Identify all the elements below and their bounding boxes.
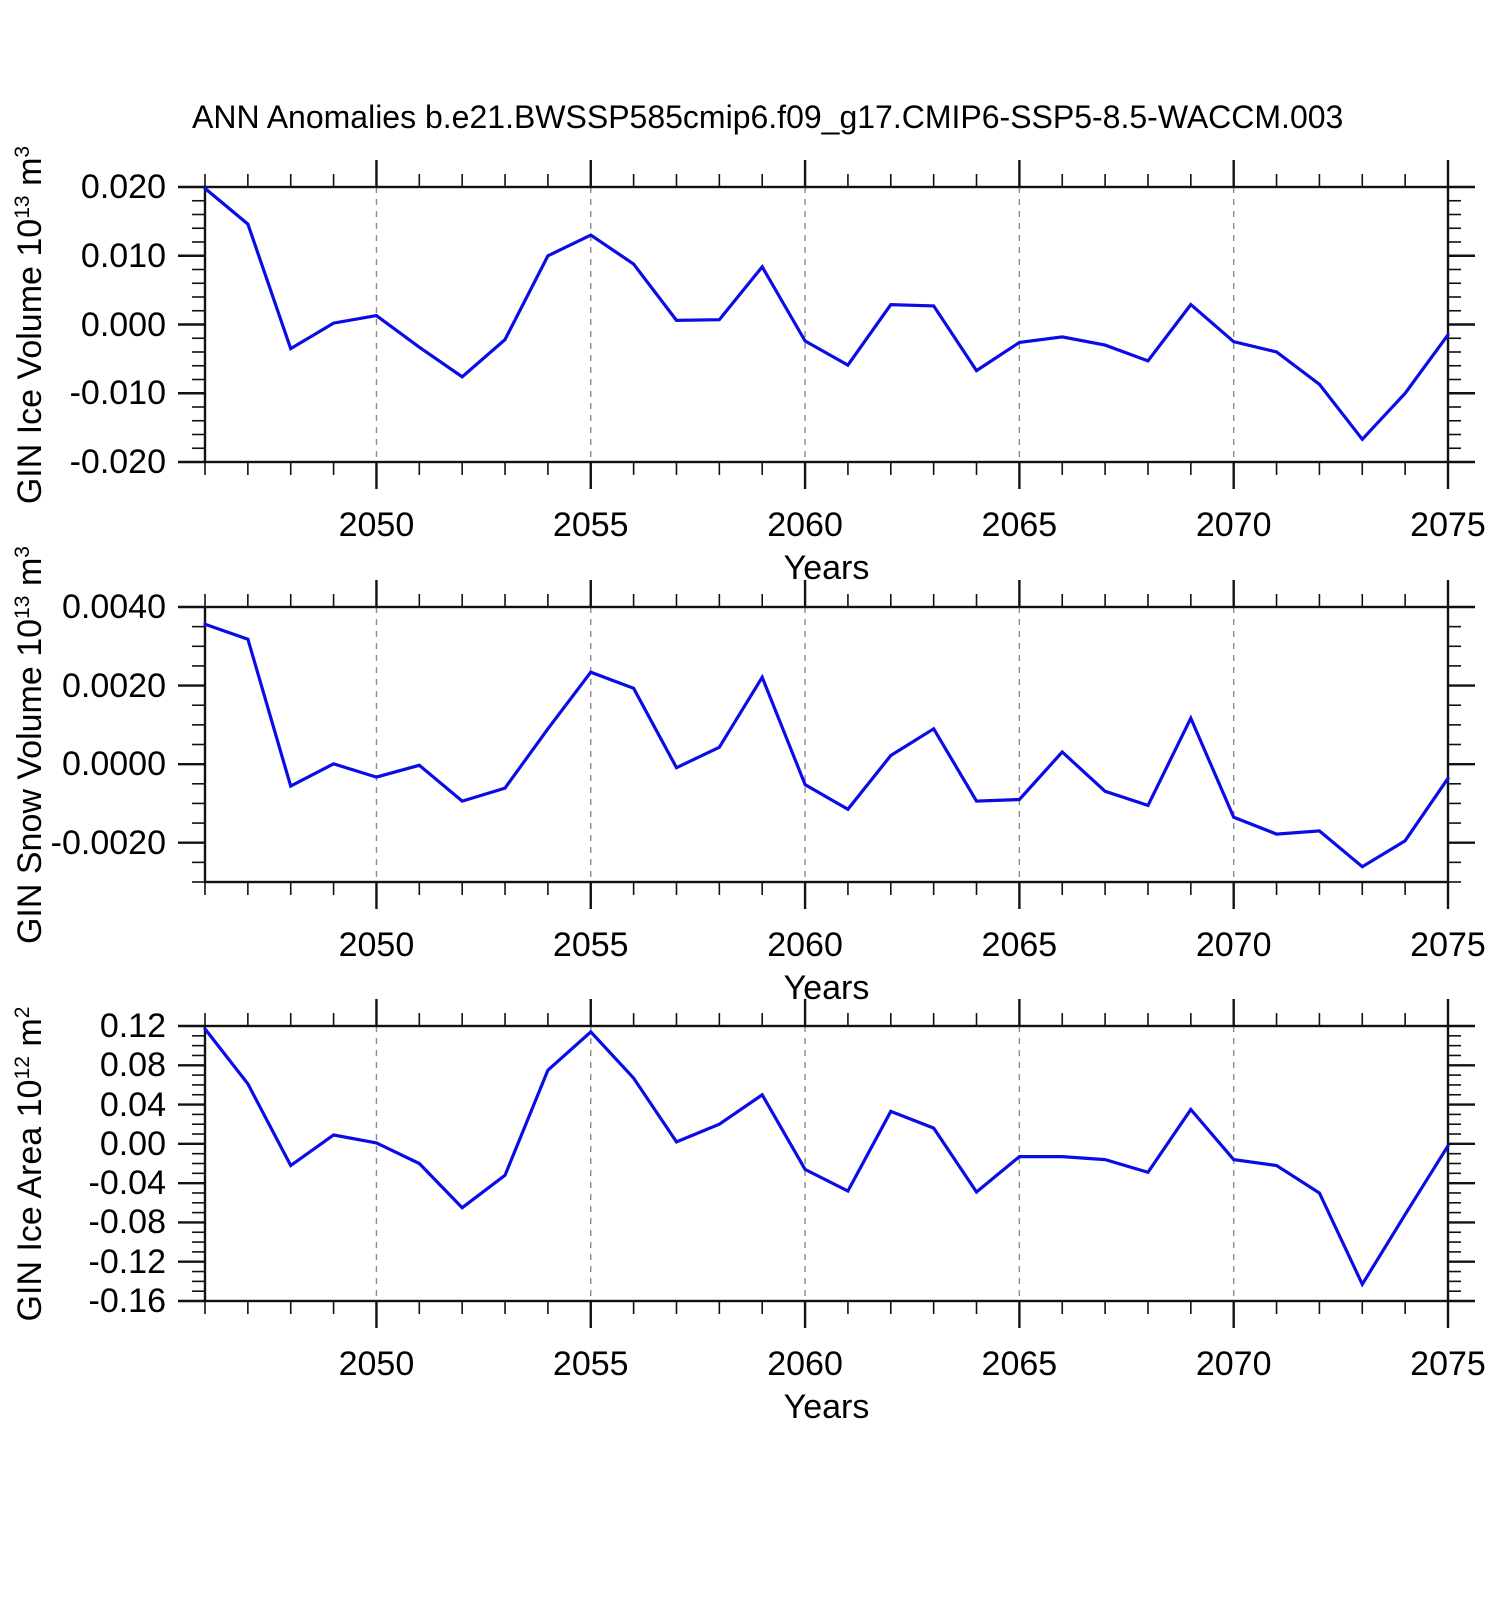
x-tick-label: 2075 [1410, 1345, 1486, 1383]
x-tick-label: 2050 [338, 926, 415, 964]
gin-ice-area-line [203, 1027, 1450, 1288]
x-tick-label: 2055 [552, 1345, 629, 1383]
x-tick-label: 2065 [981, 506, 1058, 544]
y-tick-label: 0.04 [99, 1085, 166, 1124]
chart-root: ANN Anomalies b.e21.BWSSP585cmip6.f09_g1… [11, 99, 1486, 1426]
y-axis-title: GIN Ice Area 1012 m2 [8, 714, 52, 1614]
x-tick-label: 2070 [1195, 506, 1272, 544]
y-tick-label: 0.020 [80, 168, 166, 206]
y-axis-title-text: m [11, 557, 49, 595]
superscript: 2 [11, 1006, 35, 1018]
panel-gin-ice-volume [178, 160, 1475, 489]
y-tick-label: 0.0040 [62, 588, 166, 626]
x-tick-label: 2055 [552, 926, 629, 964]
x-tick-label: 2065 [981, 1345, 1058, 1383]
x-axis-title: Years [783, 1388, 870, 1426]
chart-title: ANN Anomalies b.e21.BWSSP585cmip6.f09_g1… [192, 99, 1344, 135]
y-tick-label: -0.16 [88, 1282, 167, 1320]
chart-canvas [178, 160, 1475, 1328]
x-tick-label: 2070 [1195, 926, 1272, 964]
gin-ice-volume-line [203, 186, 1450, 442]
y-tick-label: -0.0020 [50, 823, 166, 862]
y-tick-label: 0.08 [99, 1046, 166, 1085]
y-tick-label: -0.04 [88, 1164, 167, 1203]
y-tick-label: -0.020 [69, 443, 166, 481]
x-tick-label: 2060 [767, 506, 843, 544]
y-tick-label: 0.0020 [62, 666, 166, 705]
x-tick-label: 2065 [981, 926, 1058, 964]
y-tick-label: 0.0000 [62, 745, 166, 784]
superscript: 12 [11, 1055, 35, 1080]
y-axis-title-text: GIN Ice Area 10 [11, 1079, 49, 1321]
x-tick-label: 2050 [338, 1345, 415, 1383]
superscript: 3 [11, 145, 35, 158]
panel-spines [203, 185, 1450, 464]
x-axis-title: Years [783, 549, 870, 587]
x-tick-label: 2070 [1195, 1345, 1272, 1383]
y-tick-label: 0.00 [99, 1124, 166, 1163]
y-tick-label: -0.010 [69, 374, 166, 413]
x-tick-label: 2055 [552, 506, 629, 544]
x-axis-title: Years [783, 969, 870, 1007]
superscript: 3 [11, 545, 35, 558]
x-tick-label: 2060 [767, 1345, 843, 1383]
superscript: 13 [11, 595, 35, 619]
x-tick-label: 2060 [767, 926, 843, 964]
y-axis-title-text: m [11, 1017, 49, 1056]
panel-spines [203, 1024, 1450, 1303]
panel-gin-ice-area [178, 999, 1475, 1328]
x-tick-label: 2050 [338, 506, 415, 544]
superscript: 13 [11, 194, 35, 219]
y-tick-label: 0.010 [80, 236, 166, 275]
y-tick-label: -0.08 [88, 1203, 167, 1242]
panel-spines [203, 605, 1450, 884]
y-tick-label: 0.000 [80, 305, 166, 344]
panel-gin-snow-volume [178, 580, 1475, 909]
y-tick-label: 0.12 [99, 1007, 166, 1045]
y-tick-label: -0.12 [88, 1242, 167, 1281]
gin-snow-volume-line [203, 622, 1450, 869]
x-tick-label: 2075 [1410, 506, 1486, 544]
y-axis-title-text: m [11, 157, 49, 195]
x-tick-label: 2075 [1410, 926, 1486, 964]
